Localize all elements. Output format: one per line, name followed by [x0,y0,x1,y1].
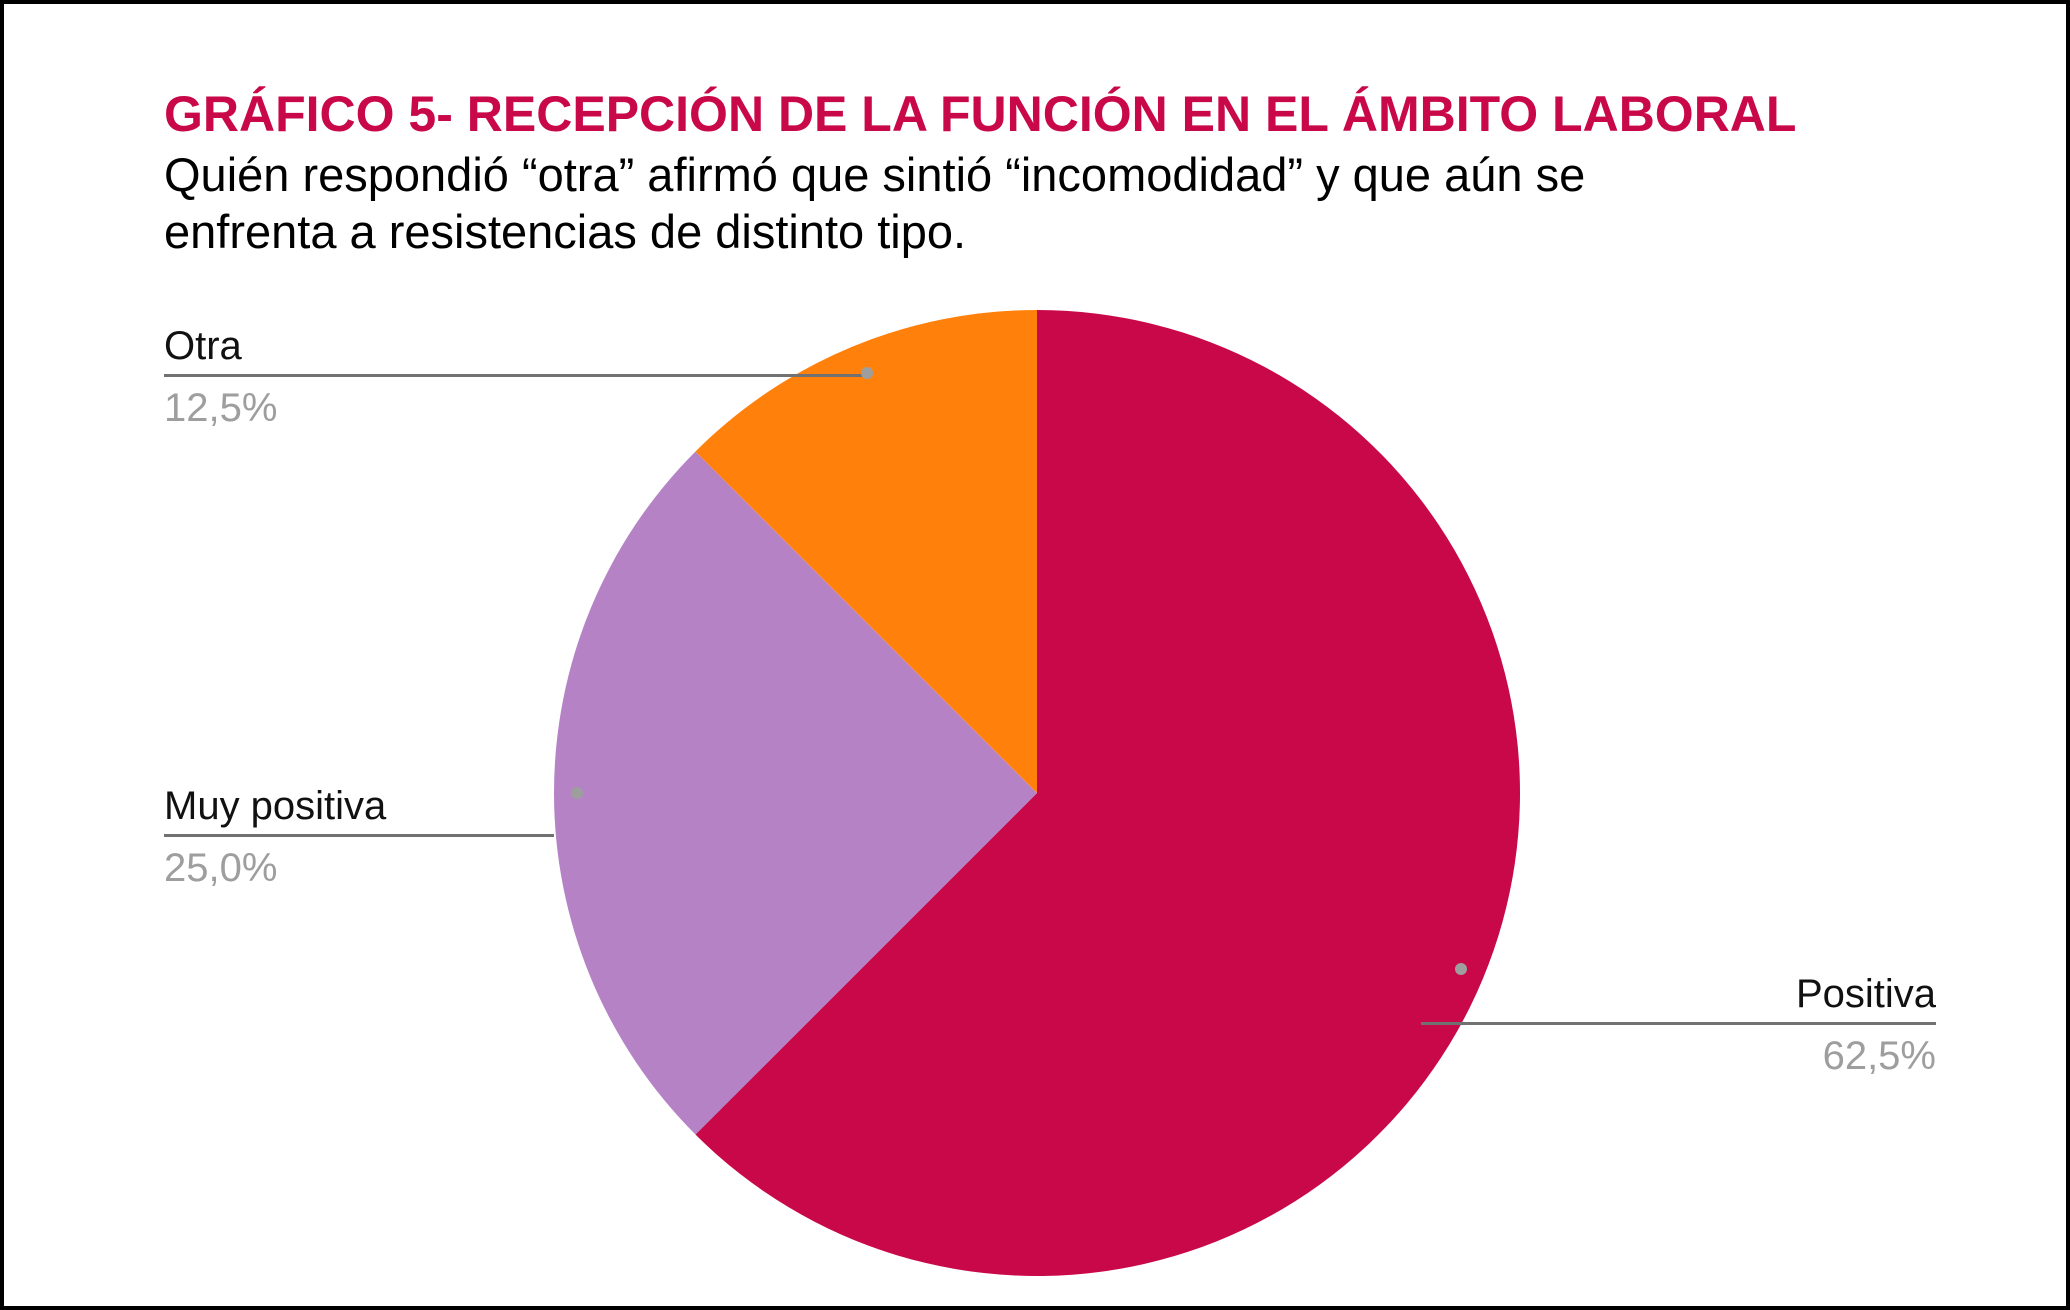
positiva-anchor-dot [1455,963,1467,975]
callout-otra: Otra 12,5% [164,322,870,431]
pie-slice-otra [695,310,1037,793]
slice-percent-positiva: 62,5% [1822,1034,1936,1078]
callout-positiva: Positiva 62,5% [1421,970,1936,1079]
chart-subtitle: Quién respondió “otra” afirmó que sintió… [164,146,1585,260]
otra-anchor-dot [861,367,873,379]
positiva-leader-line [1421,1022,1936,1025]
chart-title: GRÁFICO 5- RECEPCIÓN DE LA FUNCIÓN EN EL… [164,86,1797,142]
pie-slice-muy-positiva [554,451,1037,1135]
slice-percent-muy-positiva: 25,0% [164,846,278,890]
slice-label-otra: Otra [164,324,242,368]
pie-chart [554,310,1520,1276]
muy-positiva-anchor-dot [571,787,583,799]
pie-slice-positiva [695,310,1520,1276]
muy-positiva-leader-line [164,834,554,837]
chart-subtitle-line2: enfrenta a resistencias de distinto tipo… [164,205,967,258]
slice-percent-otra: 12,5% [164,386,278,430]
chart-subtitle-line1: Quién respondió “otra” afirmó que sintió… [164,148,1586,201]
slice-label-muy-positiva: Muy positiva [164,784,387,828]
slice-label-positiva: Positiva [1795,972,1936,1016]
otra-leader-line [164,374,870,377]
callout-muy-positiva: Muy positiva 25,0% [164,782,554,891]
